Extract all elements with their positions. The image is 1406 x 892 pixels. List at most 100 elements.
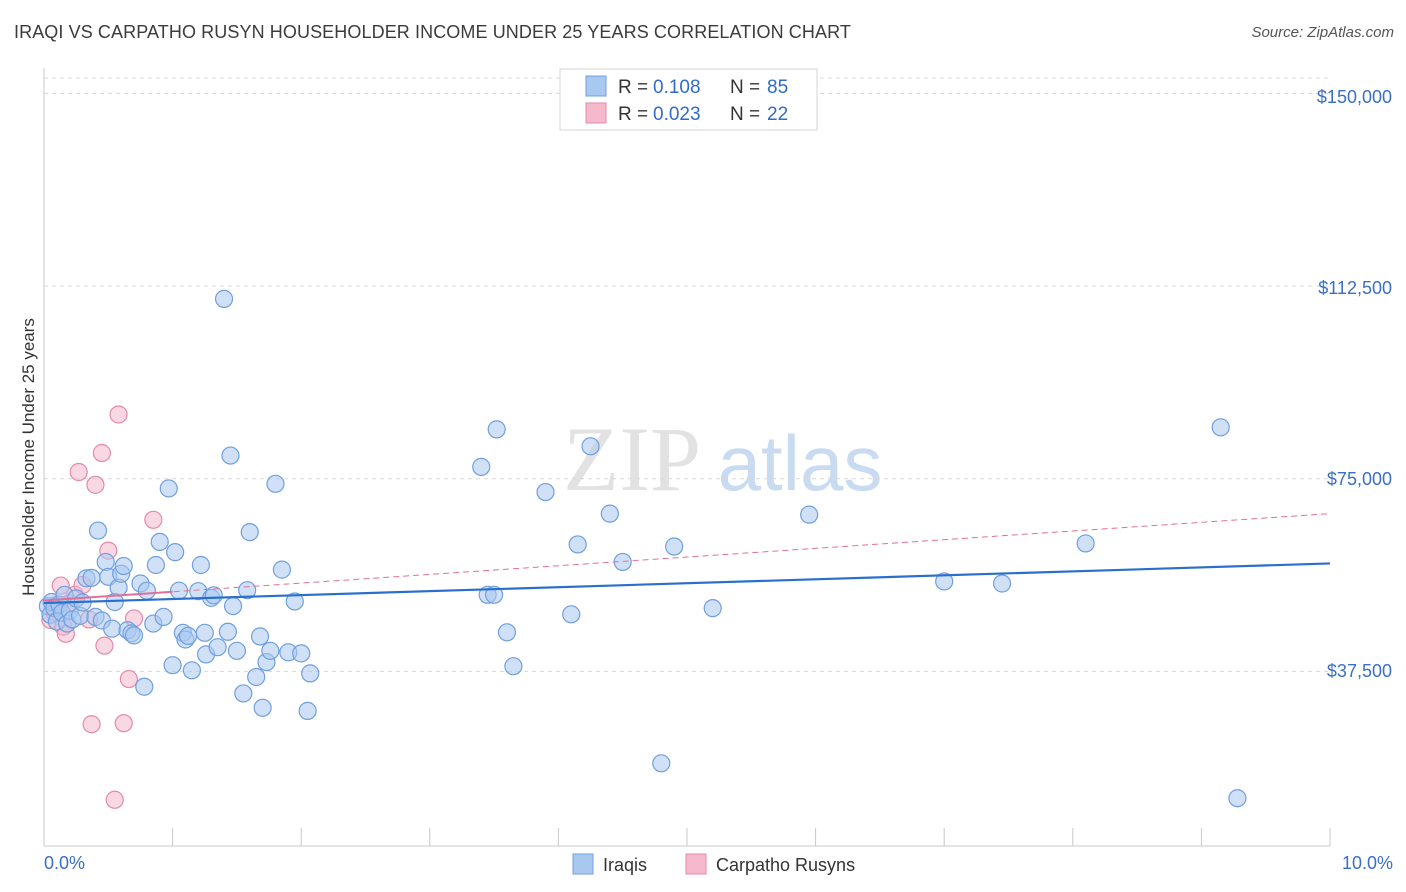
iraqis-point-90 xyxy=(1211,418,1230,437)
iraqis-point-71 xyxy=(472,457,491,476)
trend-lines xyxy=(43,513,1331,605)
legend: R = 0.108 N = 85 R = 0.023 N = 22 xyxy=(559,68,818,131)
iraqis-point-79 xyxy=(568,535,587,554)
y-tick-label-150000: $150,000 xyxy=(1317,87,1392,107)
iraqis-point-88 xyxy=(992,574,1012,593)
bottom-legend-swatch-iraqis xyxy=(572,853,594,875)
bottom-legend: Iraqis Carpatho Rusyns xyxy=(572,853,855,875)
iraqis-point-51 xyxy=(214,289,234,308)
iraqis-point-37 xyxy=(163,656,182,675)
iraqis-point-55 xyxy=(227,641,246,660)
iraqis-point-56 xyxy=(234,684,253,703)
iraqis-point-33 xyxy=(146,555,165,575)
iraqis-point-28 xyxy=(124,626,144,645)
iraqis-point-45 xyxy=(191,555,210,575)
bottom-legend-label-iraqis: Iraqis xyxy=(603,855,647,875)
iraqis-point-63 xyxy=(261,641,280,660)
legend-n-label-carpatho-rusyns: N = xyxy=(730,104,760,125)
x-tick-label-max: 10.0% xyxy=(1342,853,1393,873)
carpatho-rusyns-point-21 xyxy=(144,510,163,529)
y-tick-label-112500: $112,500 xyxy=(1318,278,1392,298)
legend-n-value-carpatho-rusyns: 22 xyxy=(767,104,788,125)
legend-n-label-iraqis: N = xyxy=(730,77,760,98)
legend-n-value-iraqis: 85 xyxy=(767,77,788,98)
iraqis-point-85 xyxy=(703,599,722,618)
iraqis-point-60 xyxy=(250,627,270,646)
iraqis-point-15 xyxy=(82,568,101,587)
iraqis-point-84 xyxy=(665,537,684,556)
bottom-legend-label-carpatho-rusyns: Carpatho Rusyns xyxy=(716,855,855,875)
iraqis-point-69 xyxy=(298,701,317,720)
iraqis-point-43 xyxy=(182,661,201,680)
chart-title: IRAQI VS CARPATHO RUSYN HOUSEHOLDER INCO… xyxy=(14,22,851,42)
legend-swatch-iraqis xyxy=(585,75,607,97)
iraqis-point-53 xyxy=(221,446,240,465)
y-tick-label-75000: $75,000 xyxy=(1327,469,1392,489)
iraqis-point-50 xyxy=(208,638,227,657)
carpatho-rusyns-point-16 xyxy=(105,790,124,809)
series-iraqis-points xyxy=(38,289,1247,808)
y-tick-label-37500: $37,500 xyxy=(1327,661,1392,681)
legend-r-value-carpatho-rusyns: 0.023 xyxy=(653,104,701,125)
iraqis-point-49 xyxy=(204,586,223,605)
iraqis-point-78 xyxy=(562,605,581,624)
iraqis-point-31 xyxy=(137,581,156,600)
y-axis-title: Householder Income Under 25 years xyxy=(19,318,38,596)
iraqis-point-70 xyxy=(301,664,320,683)
iraqis-point-77 xyxy=(536,482,555,502)
trend-line-carpatho-rusyns xyxy=(43,513,1331,601)
carpatho-rusyns-point-18 xyxy=(114,714,133,733)
iraqis-point-52 xyxy=(218,622,237,641)
iraqis-point-91 xyxy=(1228,789,1247,808)
legend-swatch-carpatho-rusyns xyxy=(585,102,607,124)
iraqis-point-34 xyxy=(150,532,169,551)
legend-r-value-iraqis: 0.108 xyxy=(653,77,701,98)
legend-r-label-carpatho-rusyns: R = xyxy=(618,104,648,125)
iraqis-point-57 xyxy=(238,581,257,600)
carpatho-rusyns-point-17 xyxy=(109,405,128,424)
carpatho-rusyns-point-13 xyxy=(92,443,111,463)
carpatho-rusyns-point-14 xyxy=(95,636,114,655)
iraqis-point-59 xyxy=(247,667,266,687)
iraqis-point-25 xyxy=(114,556,133,576)
legend-r-label-iraqis: R = xyxy=(618,77,648,98)
iraqis-point-61 xyxy=(253,698,272,717)
iraqis-point-54 xyxy=(223,596,243,616)
iraqis-point-73 xyxy=(485,585,504,604)
iraqis-point-74 xyxy=(487,420,506,439)
iraqis-point-17 xyxy=(88,521,108,540)
iraqis-point-87 xyxy=(935,572,954,591)
iraqis-point-35 xyxy=(154,607,173,626)
carpatho-rusyns-point-11 xyxy=(82,715,101,734)
iraqis-point-81 xyxy=(600,504,619,523)
carpatho-rusyns-point-8 xyxy=(69,462,88,482)
bottom-legend-swatch-carpatho-rusyns xyxy=(685,853,707,875)
carpatho-rusyns-point-12 xyxy=(86,475,105,494)
iraqis-point-58 xyxy=(240,523,259,542)
iraqis-point-38 xyxy=(166,543,185,562)
iraqis-point-36 xyxy=(159,479,178,498)
iraqis-point-30 xyxy=(135,677,154,696)
iraqis-point-65 xyxy=(272,560,292,579)
iraqis-point-42 xyxy=(178,626,198,645)
x-axis-ticks xyxy=(172,828,1331,846)
carpatho-rusyns-point-19 xyxy=(119,669,138,689)
iraqis-point-80 xyxy=(581,437,600,456)
watermark-atlas: atlas xyxy=(718,419,883,507)
source-label: Source: ZipAtlas.com xyxy=(1251,24,1394,41)
iraqis-point-46 xyxy=(195,623,214,642)
trend-line-carpatho-rusyns-solid xyxy=(43,590,173,602)
iraqis-point-67 xyxy=(285,592,304,611)
iraqis-point-75 xyxy=(497,623,517,642)
watermark-zip: ZIP xyxy=(563,408,701,510)
iraqis-point-68 xyxy=(292,644,311,663)
x-tick-label-min: 0.0% xyxy=(44,853,85,873)
iraqis-point-21 xyxy=(103,619,122,638)
iraqis-point-76 xyxy=(504,657,523,676)
iraqis-point-83 xyxy=(652,754,671,773)
trend-line-iraqis xyxy=(43,562,1331,605)
iraqis-point-86 xyxy=(800,505,819,524)
iraqis-point-89 xyxy=(1076,534,1095,553)
iraqis-point-19 xyxy=(96,552,115,572)
